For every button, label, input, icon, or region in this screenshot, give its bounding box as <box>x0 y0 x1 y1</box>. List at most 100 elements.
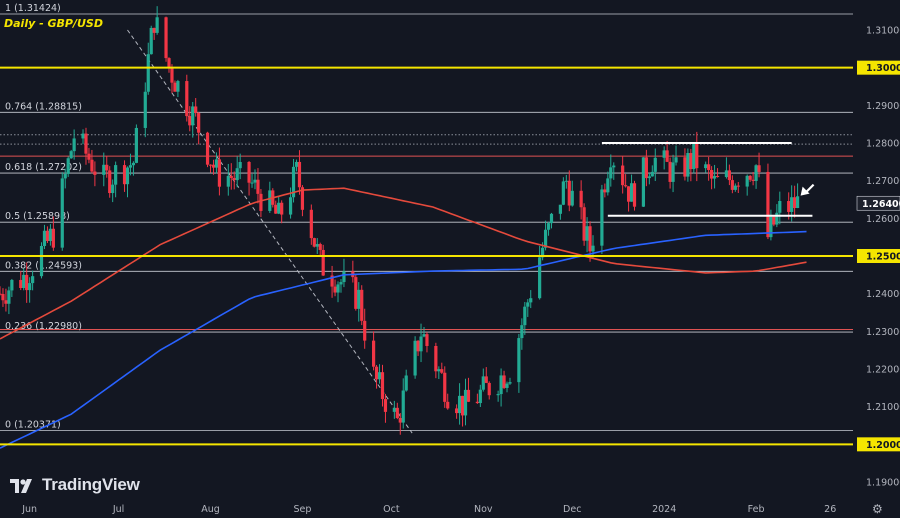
candle-body <box>315 244 319 247</box>
price-tick-label: 1.28000 <box>866 139 900 150</box>
candle-body <box>778 201 782 213</box>
level-badge-label: 1.30000 <box>866 63 900 74</box>
candle-body <box>446 401 450 409</box>
candle-body <box>211 164 216 168</box>
candle-body <box>360 289 364 321</box>
time-tick-label: Jul <box>112 504 124 515</box>
candle-body <box>45 230 50 242</box>
candle-body <box>380 372 385 400</box>
candle-body <box>425 334 429 346</box>
candle-body <box>134 127 138 163</box>
time-tick-label: Feb <box>748 504 765 515</box>
candle-body <box>588 226 592 252</box>
candle-body <box>173 82 177 92</box>
candle-body <box>357 289 361 309</box>
candle-body <box>167 58 171 69</box>
candle-body <box>641 157 646 207</box>
dashed-trend-line <box>127 29 413 434</box>
price-tick-label: 1.27000 <box>866 176 900 187</box>
time-axis[interactable]: Jun Jul Aug Sep Oct Nov Dec 2024 Feb 26 <box>0 496 900 518</box>
candles <box>0 6 800 435</box>
candle-body <box>318 244 322 250</box>
candle-body <box>226 175 230 187</box>
candle-body <box>191 106 195 126</box>
candle-body <box>466 389 471 402</box>
candle-body <box>606 178 610 193</box>
candle-body <box>455 408 459 414</box>
candle-body <box>422 334 426 337</box>
candle-body <box>87 153 91 160</box>
candle-body <box>170 68 174 83</box>
tradingview-logo: TradingView <box>10 474 140 496</box>
candle-body <box>526 302 530 307</box>
candle-body <box>644 157 648 179</box>
candle-body <box>745 175 749 187</box>
candle-body <box>674 157 678 163</box>
chart-title: Daily - GBP/USD <box>4 17 103 30</box>
candle-body <box>247 162 251 183</box>
candle-body <box>398 417 402 423</box>
candle-body <box>48 228 53 242</box>
candle-body <box>253 179 257 183</box>
arrow-head <box>800 186 810 196</box>
candle-body <box>478 389 482 404</box>
fib-levels: 1 (1.31424) 0.764 (1.28815) 0.618 (1.27202… <box>0 3 853 431</box>
candle-body <box>250 182 254 184</box>
candle-body <box>484 376 488 383</box>
candle-body <box>624 185 628 187</box>
candle-body <box>277 202 281 214</box>
annotation-arrow <box>800 183 815 196</box>
trend-line <box>127 29 413 434</box>
candle-body <box>63 173 67 179</box>
fib-label: 0.382 (1.24593) <box>5 260 82 271</box>
candle-body <box>733 185 737 190</box>
candle-body <box>146 54 150 92</box>
moving-averages <box>0 187 807 449</box>
candle-body <box>51 228 55 248</box>
candle-body <box>377 372 382 380</box>
candle-body <box>712 175 717 179</box>
candle-body <box>122 165 127 185</box>
candle-body <box>704 164 708 169</box>
candle-body <box>529 298 533 303</box>
candle-body <box>354 277 358 309</box>
candle-body <box>114 165 118 185</box>
candle-body <box>297 161 302 188</box>
candle-body <box>22 274 26 288</box>
time-tick-label: 26 <box>824 504 836 515</box>
candle-body <box>609 167 613 179</box>
logo-text: TradingView <box>42 475 140 494</box>
candle-body <box>164 17 168 59</box>
candle-body <box>440 369 444 373</box>
candle-body <box>197 113 201 133</box>
candle-body <box>523 306 527 326</box>
fib-label: 0 (1.20371) <box>5 419 61 430</box>
fib-label: 0.5 (1.25898) <box>5 211 70 222</box>
candle-body <box>149 27 153 55</box>
candle-body <box>81 133 85 139</box>
candle-body <box>229 175 233 178</box>
candle-body <box>19 279 23 288</box>
candle-body <box>300 187 305 210</box>
horizontal-levels <box>0 66 853 446</box>
candle-body <box>208 164 213 166</box>
candle-body <box>416 340 420 352</box>
candle-body <box>339 282 343 285</box>
candle-body <box>612 165 616 168</box>
candle-body <box>585 226 589 241</box>
candle-body <box>460 395 465 416</box>
candle-body <box>280 202 284 215</box>
candle-body <box>291 166 296 198</box>
candle-body <box>108 170 112 194</box>
candle-body <box>632 183 637 207</box>
candle-body <box>520 325 524 339</box>
candle-body <box>505 383 509 388</box>
chart-settings-icon[interactable]: ⚙ <box>872 502 883 516</box>
candle-body <box>342 271 346 283</box>
price-axis[interactable]: 1.31000 1.30000 1.29000 1.28000 1.27000 1.260… <box>853 0 900 518</box>
candle-body <box>336 284 340 293</box>
candle-body <box>413 340 417 376</box>
candle-body <box>457 395 462 414</box>
candle-body <box>259 193 263 211</box>
